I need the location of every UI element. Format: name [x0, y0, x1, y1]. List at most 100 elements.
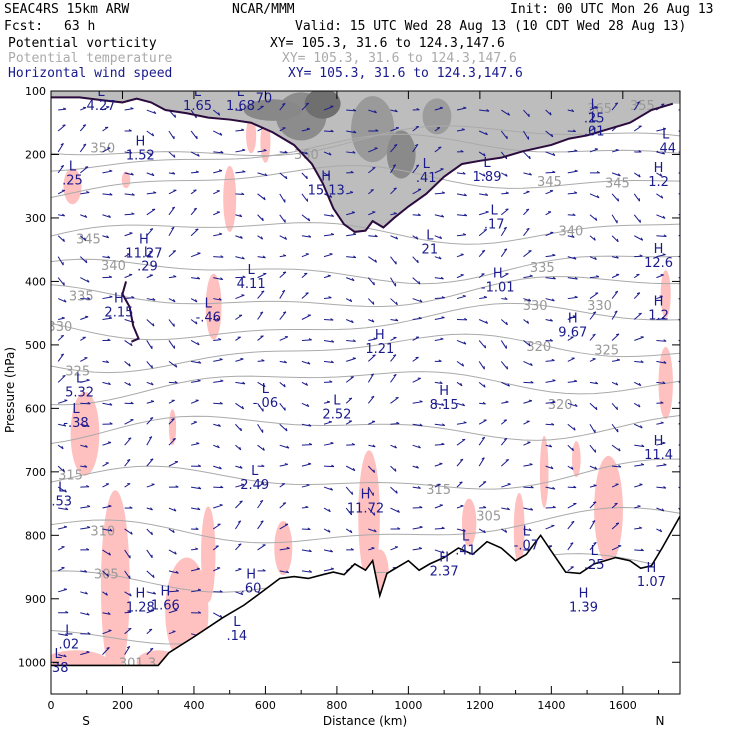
- wind-arrow: [323, 339, 334, 343]
- wind-arrow: [523, 464, 533, 467]
- wind-arrow: [368, 354, 376, 362]
- extremum-value: 1.66: [151, 599, 180, 614]
- wind-arrow: [257, 423, 264, 433]
- extremum-marker: L.25: [584, 544, 605, 573]
- extremum-marker: L.17: [484, 204, 505, 233]
- wind-arrowhead: [663, 339, 667, 342]
- wind-arrowhead: [62, 374, 66, 377]
- wind-arrowhead: [395, 318, 399, 322]
- wind-arrowhead: [616, 238, 619, 242]
- extremum-value: .25: [584, 112, 605, 127]
- north-label: N: [656, 714, 665, 728]
- y-tick-label: 900: [25, 593, 46, 606]
- wind-arrowhead: [596, 171, 600, 174]
- wind-arrowhead: [197, 588, 202, 591]
- extremum-value: -1.01: [481, 281, 515, 296]
- wind-arrowhead: [463, 193, 467, 197]
- wind-arrowhead: [663, 234, 667, 237]
- wind-arrow: [390, 319, 399, 322]
- wind-arrowhead: [330, 318, 334, 321]
- wind-arrow: [567, 235, 575, 238]
- wind-arrowhead: [150, 400, 154, 402]
- wind-arrowhead: [637, 505, 641, 507]
- wind-arrow: [146, 228, 154, 237]
- wind-arrowhead: [286, 570, 290, 574]
- wind-arrowhead: [237, 520, 241, 523]
- wind-arrow: [235, 149, 246, 153]
- wind-arrow: [412, 526, 423, 530]
- extremum-marker: L-.07: [514, 524, 539, 553]
- wind-arrow: [390, 422, 400, 425]
- wind-arrowhead: [685, 490, 686, 493]
- wind-arrowhead: [197, 507, 201, 511]
- wind-arrow: [235, 214, 242, 218]
- wind-arrowhead: [262, 255, 266, 259]
- wind-arrow: [678, 422, 680, 425]
- wind-arrowhead: [504, 297, 508, 300]
- wind-arrowhead: [239, 500, 243, 503]
- wind-arrowhead: [394, 109, 398, 113]
- wind-arrow: [412, 548, 422, 551]
- wind-arrow: [523, 420, 530, 425]
- wind-arrowhead: [393, 373, 397, 377]
- wind-arrowhead: [328, 529, 331, 533]
- wind-arrowhead: [617, 198, 620, 202]
- wind-arrowhead: [525, 208, 530, 211]
- wind-arrowhead: [349, 298, 353, 302]
- extremum-value: 2.49: [240, 478, 269, 493]
- wind-arrowhead: [483, 173, 486, 177]
- org-label: NCAR/MMM: [232, 2, 295, 17]
- wind-arrowhead: [284, 236, 288, 240]
- wind-arrow: [456, 528, 466, 532]
- wind-arrowhead: [108, 504, 112, 507]
- wind-arrow: [102, 256, 111, 259]
- wind-arrow: [500, 319, 508, 326]
- wind-arrow: [323, 442, 334, 446]
- extremum-marker: L.25: [62, 159, 83, 188]
- wind-arrowhead: [418, 445, 421, 449]
- wind-arrow: [235, 129, 245, 132]
- wind-arrowhead: [63, 107, 67, 110]
- wind-arrowhead: [659, 528, 663, 533]
- wind-arrowhead: [639, 254, 643, 257]
- wind-arrowhead: [353, 232, 357, 235]
- extremum-type: H: [493, 267, 503, 282]
- wind-arrowhead: [570, 542, 574, 545]
- wind-arrowhead: [106, 647, 110, 649]
- wind-arrowhead: [242, 170, 246, 173]
- extremum-type: H: [647, 561, 657, 576]
- wind-arrowhead: [503, 226, 507, 230]
- wind-arrowhead: [441, 316, 445, 319]
- wind-arrowhead: [327, 274, 331, 277]
- wind-arrow: [168, 590, 179, 593]
- wind-arrow: [146, 192, 157, 195]
- wind-arrowhead: [352, 357, 356, 359]
- wind-arrow: [611, 402, 618, 411]
- wind-arrowhead: [84, 214, 88, 218]
- wind-arrowhead: [640, 548, 644, 552]
- wind-arrow: [301, 128, 310, 132]
- wind-arrow: [257, 149, 267, 153]
- wind-arrowhead: [107, 338, 111, 341]
- wind-arrow: [367, 486, 374, 496]
- wind-arrowhead: [305, 102, 309, 105]
- wind-arrow: [257, 500, 264, 509]
- extremum-value: 1.07: [637, 575, 666, 590]
- extremum-value: .60: [241, 581, 262, 596]
- wind-arrowhead: [219, 614, 223, 618]
- wind-arrow: [390, 235, 398, 240]
- wind-arrowhead: [84, 464, 88, 468]
- wind-arrowhead: [462, 528, 466, 532]
- wind-arrow: [456, 295, 466, 300]
- negative-pv-blob: [513, 492, 525, 565]
- wind-arrowhead: [218, 423, 221, 427]
- wind-arrow: [168, 528, 175, 534]
- wind-arrow: [301, 570, 312, 573]
- wind-arrow: [257, 360, 265, 362]
- wind-arrowhead: [242, 381, 246, 385]
- wind-arrow: [390, 465, 397, 472]
- wind-arrowhead: [371, 395, 375, 398]
- wind-arrow: [301, 402, 310, 408]
- wind-arrowhead: [395, 490, 398, 494]
- wind-arrowhead: [331, 464, 335, 468]
